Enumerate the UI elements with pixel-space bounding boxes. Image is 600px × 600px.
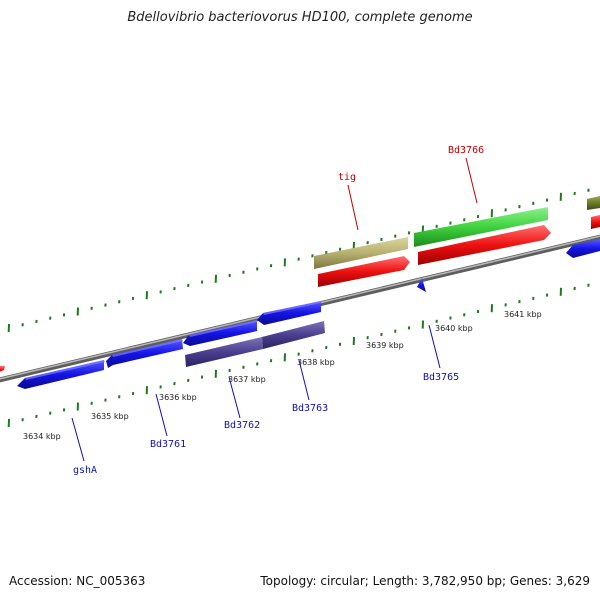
- genome-title: Bdellovibrio bacteriovorus HD100, comple…: [127, 10, 473, 25]
- feature-blue-cds-Bd3763[interactable]: [257, 301, 321, 325]
- kbp-label: 3634 kbp: [23, 432, 61, 441]
- gene-label-Bd3766[interactable]: Bd3766: [448, 145, 484, 204]
- feature-tan-cds-tig[interactable]: [314, 237, 408, 269]
- svg-text:Bd3762: Bd3762: [224, 420, 260, 431]
- svg-text:Bd3765: Bd3765: [423, 372, 459, 383]
- svg-text:Bd3766: Bd3766: [448, 145, 484, 156]
- svg-text:gshA: gshA: [73, 465, 97, 476]
- kbp-label: 3638 kbp: [297, 358, 335, 367]
- feature-green-cds-Bd3766[interactable]: [414, 207, 548, 247]
- feature-purple-cds-Bd3762[interactable]: [185, 337, 263, 367]
- feature-blue-small-Bd3765[interactable]: [417, 278, 426, 292]
- feature-olive-cds-right[interactable]: [587, 196, 600, 210]
- feature-blue-cds-right[interactable]: [566, 239, 600, 258]
- gene-label-Bd3765[interactable]: Bd3765: [423, 324, 459, 383]
- gene-label-gshA[interactable]: gshA: [71, 417, 97, 476]
- feature-purple-cds-Bd3763[interactable]: [262, 321, 325, 349]
- kbp-label: 3635 kbp: [91, 412, 129, 421]
- feature-blue-cds-gshA[interactable]: [17, 360, 105, 389]
- kbp-label: 3636 kbp: [159, 393, 197, 402]
- gene-label-Bd3763[interactable]: Bd3763: [292, 359, 328, 414]
- gene-label-tig[interactable]: tig: [338, 172, 359, 231]
- kbp-label: 3641 kbp: [504, 310, 542, 319]
- kbp-label: 3640 kbp: [435, 324, 473, 333]
- feature-red-gene-Bd3766[interactable]: [418, 225, 551, 265]
- svg-text:tig: tig: [338, 172, 356, 183]
- genome-summary-text: Topology: circular; Length: 3,782,950 bp…: [260, 574, 590, 588]
- ruler-ticks-upper: [7, 188, 590, 333]
- feature-red-gene-tig[interactable]: [318, 256, 410, 287]
- svg-text:Bd3761: Bd3761: [150, 439, 186, 450]
- kbp-label: 3639 kbp: [366, 341, 404, 350]
- kbp-label: 3637 kbp: [228, 375, 266, 384]
- feature-blue-cds-Bd3761[interactable]: [106, 339, 183, 368]
- feature-blue-cds-Bd3762[interactable]: [183, 320, 257, 346]
- ruler-ticks-lower: [7, 283, 590, 428]
- gene-label-Bd3761[interactable]: Bd3761: [150, 393, 186, 450]
- svg-text:Bd3763: Bd3763: [292, 403, 328, 414]
- accession-text: Accession: NC_005363: [9, 574, 146, 588]
- feature-blue-cds-1[interactable]: [0, 366, 5, 374]
- gene-label-Bd3762[interactable]: Bd3762: [224, 376, 260, 431]
- feature-red-gene-right[interactable]: [591, 215, 600, 229]
- kbp-labels: 3634 kbp 3635 kbp 3636 kbp 3637 kbp 3638…: [23, 310, 542, 441]
